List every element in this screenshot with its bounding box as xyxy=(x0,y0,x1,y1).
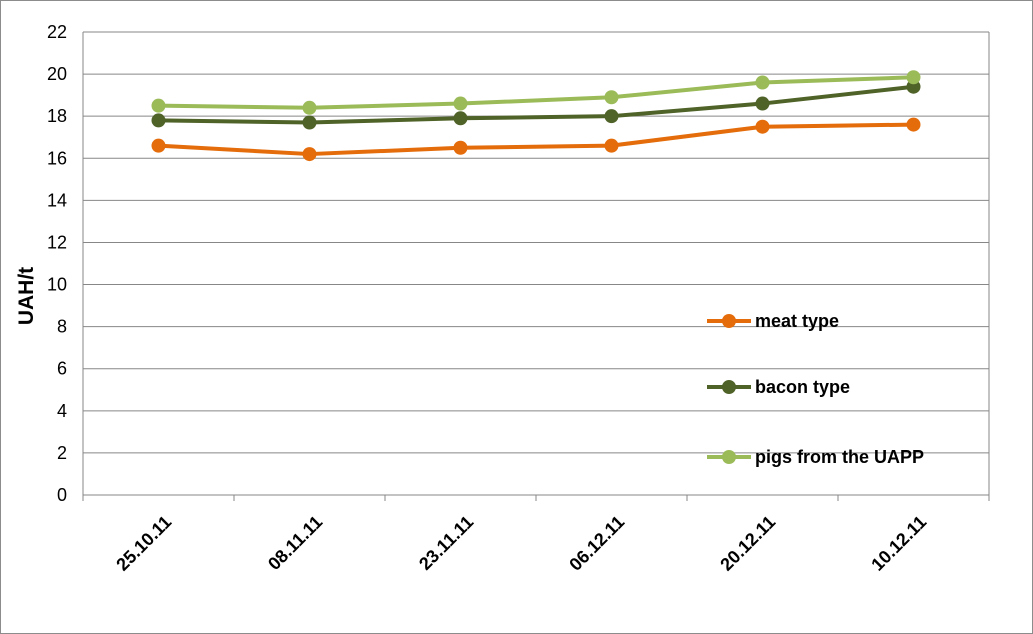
series-line xyxy=(158,75,914,110)
y-tick-label: 18 xyxy=(47,106,67,126)
legend-marker xyxy=(722,314,736,328)
y-tick-label: 8 xyxy=(57,317,67,337)
gridlines xyxy=(82,31,990,496)
data-point xyxy=(755,75,770,90)
data-point xyxy=(755,119,770,134)
series-line xyxy=(158,122,914,157)
data-point xyxy=(302,115,317,130)
y-axis-title: UAH/t xyxy=(15,267,38,325)
x-tick-label: 25.10.11 xyxy=(112,512,175,575)
y-tick-label: 14 xyxy=(47,190,67,210)
y-tick-label: 20 xyxy=(47,64,67,84)
legend: meat type bacon type pigs from the UAPP xyxy=(707,311,924,467)
data-point xyxy=(151,138,166,153)
x-axis-ticks: 25.10.11 08.11.11 23.11.11 06.12.11 20.12.11… xyxy=(82,495,990,575)
y-tick-label: 10 xyxy=(47,275,67,295)
y-tick-label: 2 xyxy=(57,443,67,463)
y-tick-label: 6 xyxy=(57,359,67,379)
data-point xyxy=(604,90,619,105)
series-layer xyxy=(151,70,921,162)
y-tick-label: 0 xyxy=(57,485,67,505)
data-point xyxy=(151,113,166,128)
data-point xyxy=(755,96,770,111)
legend-label: meat type xyxy=(755,311,839,331)
x-tick-label: 10.12.11 xyxy=(867,512,930,575)
data-point xyxy=(604,138,619,153)
y-axis-ticks: 0 2 4 6 8 10 12 14 16 18 20 22 xyxy=(47,22,67,505)
legend-marker xyxy=(722,380,736,394)
y-tick-label: 12 xyxy=(47,232,67,252)
data-point xyxy=(906,70,921,85)
legend-label: bacon type xyxy=(755,377,850,397)
x-tick-label: 23.11.11 xyxy=(415,512,477,574)
legend-label: pigs from the UAPP xyxy=(755,447,924,467)
data-point xyxy=(453,140,468,155)
series-line xyxy=(158,84,914,125)
data-point xyxy=(453,96,468,111)
y-tick-label: 4 xyxy=(57,401,67,421)
data-point xyxy=(906,117,921,132)
data-point xyxy=(302,147,317,162)
data-point xyxy=(151,98,166,113)
x-tick-label: 06.12.11 xyxy=(565,512,628,575)
x-tick-label: 08.11.11 xyxy=(264,512,326,574)
x-tick-label: 20.12.11 xyxy=(716,512,779,575)
y-tick-label: 22 xyxy=(47,22,67,42)
data-point xyxy=(604,109,619,124)
legend-marker xyxy=(722,450,736,464)
y-tick-label: 16 xyxy=(47,148,67,168)
data-point xyxy=(453,111,468,126)
data-point xyxy=(302,100,317,115)
